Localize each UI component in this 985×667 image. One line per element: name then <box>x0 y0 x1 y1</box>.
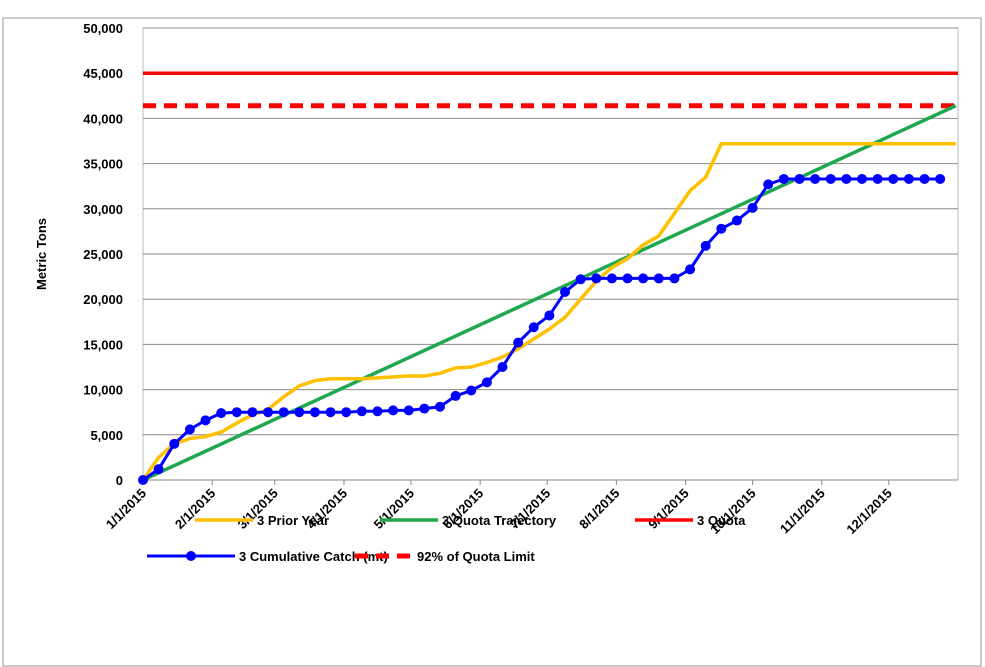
data-point <box>278 407 289 418</box>
data-point <box>825 173 836 184</box>
y-tick-label: 30,000 <box>83 202 123 217</box>
data-point <box>231 407 242 418</box>
y-tick-label: 10,000 <box>83 383 123 398</box>
data-point <box>685 264 696 275</box>
data-point <box>810 173 821 184</box>
y-tick-label: 15,000 <box>83 337 123 352</box>
data-point <box>263 407 274 418</box>
data-point <box>903 173 914 184</box>
data-point <box>872 173 883 184</box>
data-point <box>622 273 633 284</box>
data-point <box>466 385 477 396</box>
data-point <box>247 407 258 418</box>
data-point <box>481 377 492 388</box>
data-point <box>700 240 711 251</box>
series-line <box>142 104 957 482</box>
legend-marker <box>186 551 196 561</box>
series-line <box>141 141 956 481</box>
data-point <box>544 310 555 321</box>
data-point <box>778 173 789 184</box>
y-tick-label: 20,000 <box>83 292 123 307</box>
data-point <box>716 223 727 234</box>
data-point <box>560 286 571 297</box>
data-point <box>653 273 664 284</box>
data-point <box>419 403 430 414</box>
data-point <box>528 322 539 333</box>
data-point <box>794 173 805 184</box>
data-point <box>372 406 383 417</box>
legend-label: 3 Quota Trajectory <box>442 513 557 528</box>
data-point <box>856 173 867 184</box>
legend-item: 92% of Quota Limit <box>355 549 535 564</box>
data-point <box>638 273 649 284</box>
legend-label: 3 Cumulative Catch (mt) <box>239 549 388 564</box>
data-point <box>184 424 195 435</box>
data-point <box>591 273 602 284</box>
data-point <box>138 475 148 485</box>
data-point <box>450 390 461 401</box>
data-point <box>513 337 524 348</box>
data-point <box>434 401 445 412</box>
data-point <box>294 407 305 418</box>
data-point <box>356 406 367 417</box>
data-point <box>575 274 586 285</box>
legend-item: 3 Quota Trajectory <box>380 513 557 528</box>
legend-label: 92% of Quota Limit <box>417 549 535 564</box>
legend-item: 3 Cumulative Catch (mt) <box>147 549 388 564</box>
series-line <box>142 177 941 482</box>
data-point <box>731 215 742 226</box>
data-point <box>919 173 930 184</box>
data-point <box>388 405 399 416</box>
data-point <box>669 273 680 284</box>
data-point <box>325 407 336 418</box>
data-point <box>216 408 227 419</box>
data-point <box>309 407 320 418</box>
y-tick-label: 50,000 <box>83 21 123 36</box>
y-axis-label: Metric Tons <box>34 218 49 290</box>
data-point <box>169 438 180 449</box>
chart-frame <box>2 17 982 667</box>
data-point <box>763 179 774 190</box>
legend-item: 3 Prior Year <box>195 513 329 528</box>
y-tick-label: 5,000 <box>90 428 123 443</box>
data-point <box>153 464 164 475</box>
data-point <box>747 202 758 213</box>
y-tick-label: 40,000 <box>83 111 123 126</box>
y-tick-label: 25,000 <box>83 247 123 262</box>
legend-item: 3 Quota <box>635 513 746 528</box>
data-point <box>497 362 508 372</box>
data-point <box>200 415 211 426</box>
data-point <box>935 173 946 184</box>
data-point <box>341 407 352 418</box>
data-point <box>403 405 414 416</box>
y-tick-label: 45,000 <box>83 66 123 81</box>
data-point <box>606 273 617 284</box>
data-point <box>888 173 899 184</box>
data-point <box>841 173 852 184</box>
y-tick-label: 35,000 <box>83 157 123 172</box>
legend-label: 3 Quota <box>697 513 746 528</box>
y-tick-label: 0 <box>116 473 123 488</box>
legend-label: 3 Prior Year <box>257 513 329 528</box>
